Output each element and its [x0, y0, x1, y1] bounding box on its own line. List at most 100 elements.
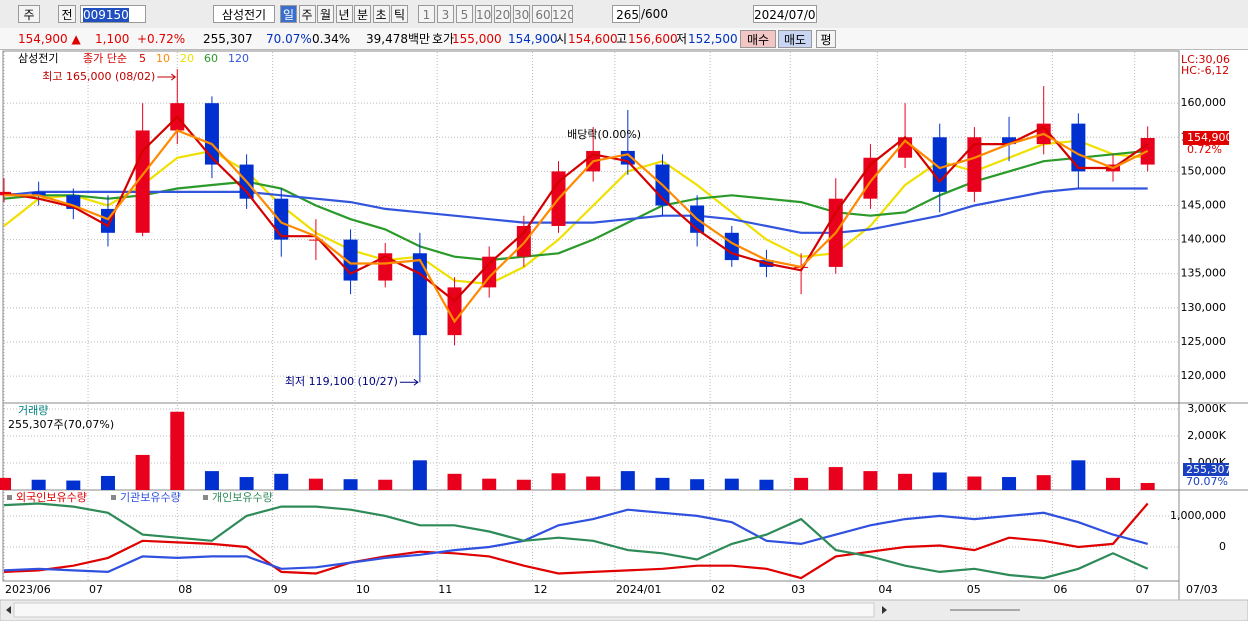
- stock-name[interactable]: 삼성전기: [213, 5, 275, 23]
- info-ask: 155,000: [452, 32, 502, 46]
- x-tick-label: 07: [89, 583, 103, 596]
- volume-bar: [1036, 475, 1051, 490]
- interval-button[interactable]: 20: [494, 5, 511, 23]
- x-tick-label: 06: [1053, 583, 1067, 596]
- legend-entry: 20: [180, 52, 194, 65]
- interval-button[interactable]: 5: [456, 5, 473, 23]
- volume-bar: [239, 477, 254, 490]
- y-tick-label: 150,000: [1181, 164, 1227, 177]
- info-volume: 255,307: [203, 32, 253, 46]
- interval-button[interactable]: 10: [475, 5, 492, 23]
- candle-body: [967, 137, 982, 192]
- scope-select[interactable]: 전: [58, 5, 76, 23]
- volume-bar: [1140, 482, 1155, 490]
- info-ask-label: 호가: [432, 32, 455, 46]
- panel-subtitle: 255,307주(70,07%): [8, 418, 114, 431]
- volume-bar: [863, 471, 878, 490]
- volume-bar: [967, 476, 982, 490]
- series-line: [3, 502, 1149, 580]
- candle-body: [1002, 137, 1017, 145]
- series-line: [3, 149, 1148, 262]
- volume-bar: [1002, 477, 1017, 490]
- volume-bar: [412, 460, 427, 490]
- series-line: [3, 502, 1149, 580]
- volume-bar: [655, 477, 670, 490]
- legend-swatch: [203, 495, 208, 500]
- interval-button[interactable]: 30: [513, 5, 530, 23]
- x-tick-label: 07: [1136, 583, 1150, 596]
- annotation: 최고 165,000 (08/02): [42, 70, 155, 83]
- info-high: 156,600: [628, 32, 678, 46]
- volume-bar: [690, 479, 705, 490]
- annotation: 배당락(0.00%): [567, 128, 641, 141]
- interval-button[interactable]: 1: [418, 5, 435, 23]
- period-button[interactable]: 틱: [391, 5, 408, 23]
- volume-bar: [204, 471, 219, 490]
- volume-bar: [586, 476, 601, 490]
- x-tick-label: 2023/06: [5, 583, 51, 596]
- volume-bar: [170, 411, 185, 490]
- x-tick-label: 11: [438, 583, 452, 596]
- legend-entry: 기관보유수량: [120, 491, 181, 504]
- info-change: 1,100: [95, 32, 130, 46]
- volume-bar: [343, 479, 358, 490]
- date-input[interactable]: 2024/07/03: [753, 5, 817, 23]
- annotation-arrow: [399, 378, 419, 386]
- series-line: [4, 129, 1149, 324]
- volume-bar: [794, 477, 809, 490]
- period-button[interactable]: 일: [280, 5, 297, 23]
- period-button[interactable]: 분: [354, 5, 371, 23]
- candle-body: [482, 256, 497, 288]
- y-tick-label: 145,000: [1181, 199, 1227, 212]
- period-button[interactable]: 년: [335, 5, 353, 23]
- interval-button[interactable]: 3: [437, 5, 454, 23]
- volume-bar: [1106, 477, 1121, 490]
- period-button[interactable]: 월: [317, 5, 334, 23]
- period-button[interactable]: 초: [372, 5, 390, 23]
- legend-swatch: [111, 495, 116, 500]
- last-price-label: 154,900: [1187, 131, 1233, 144]
- interval-button[interactable]: 120: [551, 5, 573, 23]
- volume-bar: [828, 467, 843, 490]
- code-input[interactable]: 009150: [80, 5, 146, 23]
- y-tick-label: 3,000K: [1187, 402, 1226, 415]
- y-tick-label: 130,000: [1181, 301, 1227, 314]
- y-tick-label: 135,000: [1181, 267, 1227, 280]
- period-button[interactable]: 주: [298, 5, 316, 23]
- y-tick-label: 160,000: [1181, 96, 1227, 109]
- volume-bar: [135, 454, 150, 490]
- x-tick-label: 2024/01: [616, 583, 662, 596]
- volume-bar: [308, 478, 323, 490]
- x-tick-label: 04: [878, 583, 892, 596]
- volume-bar: [66, 480, 81, 490]
- volume-bar: [759, 479, 774, 490]
- info-amount: 39,478백만: [366, 32, 431, 46]
- x-tick-label: 12: [534, 583, 548, 596]
- info-rate: +0.72%: [137, 32, 186, 46]
- volume-bar: [447, 473, 462, 490]
- volume-bar: [620, 471, 635, 490]
- x-tick-label: 02: [711, 583, 725, 596]
- sell-button[interactable]: 매도: [778, 30, 812, 48]
- legend-entry: 10: [156, 52, 170, 65]
- buy-button[interactable]: 매수: [740, 30, 776, 48]
- x-tick-label: 08: [178, 583, 192, 596]
- x-tick-label: 05: [967, 583, 981, 596]
- avg-button[interactable]: 평: [816, 30, 836, 48]
- candle-body: [204, 103, 219, 165]
- market-select[interactable]: 주: [18, 5, 40, 23]
- corner-label: HC:-6,12: [1181, 64, 1229, 77]
- candle-body: [308, 239, 323, 241]
- y-tick-label: 140,000: [1181, 233, 1227, 246]
- interval-button[interactable]: 60: [532, 5, 554, 23]
- x-tick-label: 03: [791, 583, 805, 596]
- count-input[interactable]: 265: [612, 5, 640, 23]
- panel-title: 거래량: [18, 404, 48, 417]
- volume-bar: [378, 479, 393, 490]
- info-bar: [0, 28, 1248, 50]
- info-bid: 154,900: [508, 32, 558, 46]
- series-line: [3, 187, 1148, 234]
- info-price: 154,900 ▲: [18, 32, 81, 46]
- volume-bar: [0, 477, 11, 490]
- candle-body: [31, 191, 46, 196]
